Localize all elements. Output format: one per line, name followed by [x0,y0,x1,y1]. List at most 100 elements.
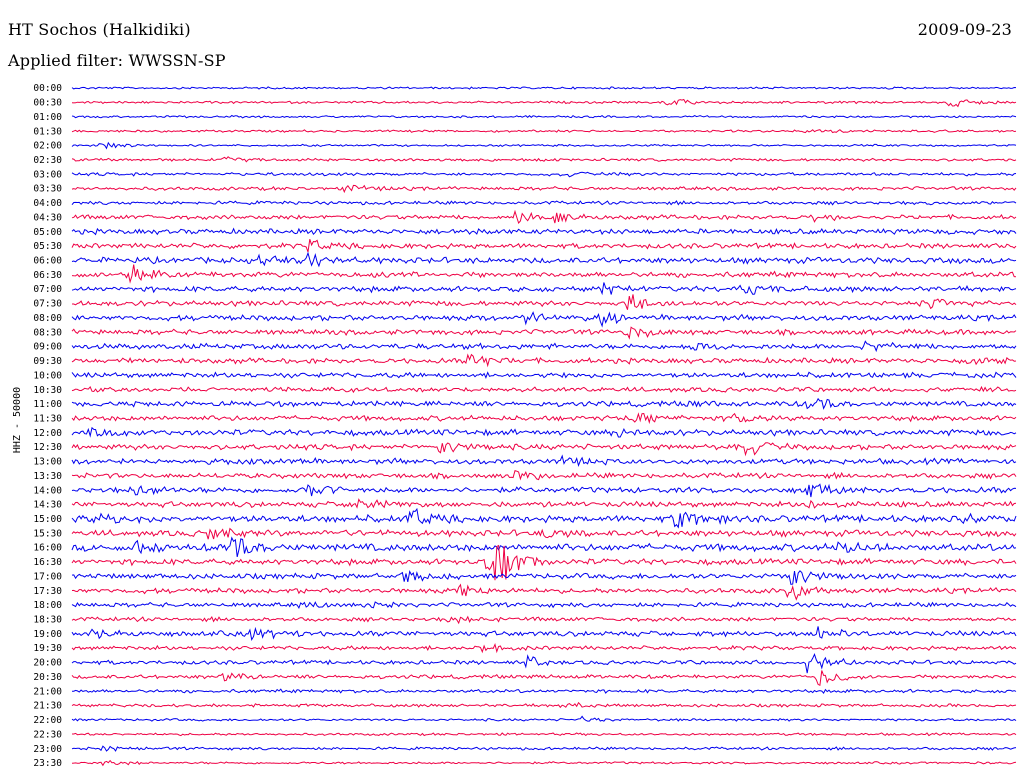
seismic-trace [71,227,1017,236]
filter-label: Applied filter: WWSSN-SP [8,51,226,70]
time-tick-label: 20:00 [33,658,62,669]
time-tick-label: 08:30 [33,327,62,338]
seismic-trace [71,759,1017,767]
time-tick-label: 19:30 [33,643,62,654]
seismic-trace [71,251,1017,268]
seismic-trace [71,583,1017,601]
seismic-trace [71,412,1017,425]
time-tick-label: 23:30 [33,758,62,769]
seismic-trace [71,129,1017,134]
time-tick-label: 11:30 [33,413,62,424]
seismic-trace [71,326,1017,340]
time-tick-label: 02:00 [33,141,62,152]
seismic-trace [71,745,1017,752]
seismic-trace [72,688,1017,694]
time-tick-label: 18:00 [33,600,62,611]
time-tick-label: 00:00 [33,83,62,94]
seismic-trace [71,701,1017,709]
time-tick-label: 04:00 [33,198,62,209]
seismic-trace [71,715,1017,722]
time-tick-label: 15:30 [33,528,62,539]
seismic-trace [71,601,1017,610]
seismic-trace [71,507,1017,529]
seismic-trace [71,454,1017,467]
seismic-trace [72,294,1017,310]
time-tick-label: 09:00 [33,342,62,353]
station-title: HT Sochos (Halkidiki) [8,20,191,39]
seismic-trace [71,527,1017,540]
time-tick-label: 09:30 [33,356,62,367]
seismic-trace [71,397,1017,410]
seismic-trace [71,184,1017,194]
time-tick-label: 12:00 [33,428,62,439]
seismic-trace [72,732,1017,737]
time-tick-label: 17:00 [33,571,62,582]
seismic-trace [71,469,1017,481]
date-label: 2009-09-23 [917,20,1012,39]
seismic-trace [71,385,1017,394]
time-tick-label: 05:30 [33,241,62,252]
time-tick-label: 05:00 [33,227,62,238]
time-tick-label: 16:30 [33,557,62,568]
seismic-trace [71,353,1017,368]
seismic-trace [71,615,1017,625]
time-tick-label: 12:30 [33,442,62,453]
time-tick-label: 20:30 [33,672,62,683]
seismic-trace [71,86,1017,90]
time-tick-label: 11:00 [33,399,62,410]
time-tick-label: 06:00 [33,256,62,267]
seismic-trace [71,98,1017,108]
seismic-trace [71,483,1017,498]
time-tick-label: 02:30 [33,155,62,166]
time-tick-label: 07:00 [33,284,62,295]
seismic-trace [71,171,1017,178]
seismic-trace [71,544,1017,581]
time-tick-label: 06:30 [33,270,62,281]
seismic-trace [71,498,1017,509]
seismic-trace [71,569,1017,585]
seismic-trace [71,653,1017,674]
time-tick-label: 16:00 [33,543,62,554]
seismic-trace [71,156,1017,163]
seismic-trace [71,209,1017,224]
seismic-trace [71,141,1017,150]
time-tick-label: 22:30 [33,729,62,740]
seismic-trace [71,426,1017,438]
seismic-trace [71,442,1017,457]
time-tick-label: 22:00 [33,715,62,726]
time-tick-label: 04:30 [33,212,62,223]
seismic-trace [71,311,1017,328]
time-tick-label: 07:30 [33,299,62,310]
time-tick-label: 10:30 [33,385,62,396]
time-tick-label: 21:30 [33,701,62,712]
seismic-trace [71,340,1017,353]
time-tick-label: 03:00 [33,169,62,180]
seismic-trace [71,282,1017,296]
time-tick-label: 10:00 [33,370,62,381]
seismic-trace [71,626,1017,641]
seismic-trace [71,264,1017,284]
seismic-trace [71,643,1017,654]
time-tick-label: 01:00 [33,112,62,123]
seismic-trace [71,371,1017,379]
time-tick-label: 00:30 [33,98,62,109]
seismic-trace [71,536,1017,558]
time-tick-label: 15:00 [33,514,62,525]
time-tick-label: 03:30 [33,184,62,195]
time-tick-label: 08:00 [33,313,62,324]
time-tick-label: 23:00 [33,744,62,755]
time-tick-label: 19:00 [33,629,62,640]
seismic-trace [71,670,1017,687]
time-tick-label: 14:30 [33,500,62,511]
time-tick-label: 18:30 [33,615,62,626]
time-tick-label: 13:00 [33,457,62,468]
seismic-trace [71,239,1017,253]
time-tick-label: 14:00 [33,485,62,496]
seismic-trace [71,200,1017,206]
time-tick-label: 13:30 [33,471,62,482]
time-tick-label: 01:30 [33,126,62,137]
seismic-trace [71,114,1017,119]
time-tick-label: 17:30 [33,586,62,597]
time-tick-label: 21:00 [33,686,62,697]
